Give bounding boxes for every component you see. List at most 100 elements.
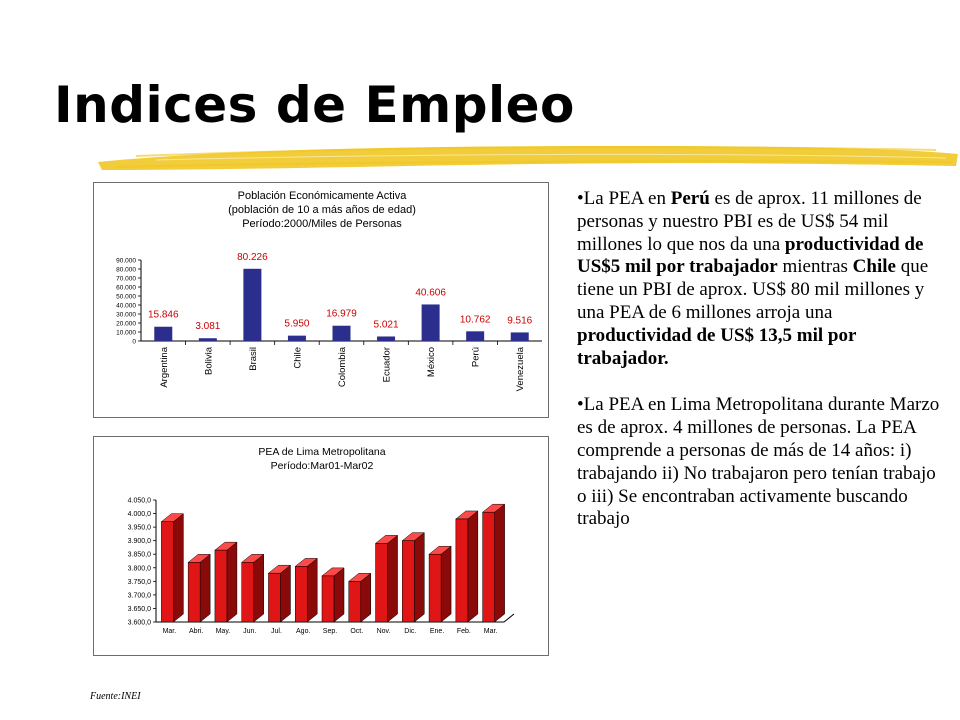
chart2-bar-side: [280, 564, 291, 623]
yellow-brush-stroke: [98, 146, 958, 170]
chart2-bar-side: [494, 503, 505, 623]
chart1-data-label: 16.979: [326, 309, 357, 320]
chart1-y-tick-label: 60.000: [116, 285, 136, 292]
chart2-bar-front: [161, 521, 174, 623]
chart2-bar: [321, 567, 345, 623]
chart2-bar-side: [253, 553, 264, 623]
chart1-category-label: Chile: [292, 347, 303, 369]
chart1-bar: [332, 325, 351, 341]
bullet-text: •La PEA en Perú es de aprox. 11 millones…: [577, 188, 947, 555]
bullet-pea-lima: •La PEA en Lima Metropolitana durante Ma…: [577, 394, 947, 531]
chart2-y-tick-label: 3.850,0: [128, 552, 151, 559]
chart1-bar: [377, 336, 396, 341]
chart2-category-label: Jun.: [243, 628, 256, 635]
chart2-category-label: Feb.: [457, 628, 471, 635]
chart2-bar-side: [173, 513, 184, 623]
chart2-bar-front: [214, 549, 228, 623]
pea-countries-chart: Población Económicamente Activa (poblaci…: [93, 182, 549, 418]
chart1-title: Población Económicamente Activa: [238, 190, 408, 202]
chart1-data-label: 80.226: [237, 252, 268, 263]
source-note: Fuente:INEI: [90, 691, 141, 702]
chart2-bar-side: [467, 510, 479, 623]
chart1-category-label: Ecuador: [382, 347, 393, 382]
chart1-y-tick-label: 20.000: [116, 321, 136, 328]
chart2-bar: [294, 557, 318, 623]
chart2-category-label: Jul.: [271, 628, 282, 635]
chart2-bar-front: [241, 562, 254, 623]
chart2-bar: [348, 572, 372, 623]
chart1-category-label: Venezuela: [515, 346, 526, 391]
chart2-bar-side: [387, 534, 398, 623]
bullet-0-run-4: mientras: [777, 256, 853, 278]
chart1-bar: [510, 332, 529, 341]
chart1-data-label: 9.516: [507, 315, 532, 326]
bullet-0-run-0: •La PEA en: [577, 188, 671, 209]
chart2-category-label: Oct.: [350, 628, 363, 635]
chart2-y-tick-label: 3.700,0: [128, 592, 151, 599]
chart2-bar-front: [294, 566, 308, 623]
chart2-bar: [428, 545, 452, 623]
chart1-data-label: 10.762: [460, 314, 491, 325]
chart2-bar: [160, 513, 185, 623]
chart2-y-tick-label: 3.750,0: [128, 579, 151, 586]
chart2-bar-side: [199, 553, 211, 623]
chart2-category-label: Sep.: [323, 628, 337, 635]
chart1-subtitle2: Período:2000/Miles de Personas: [242, 218, 402, 230]
bullet-pea-productividad: •La PEA en Perú es de aprox. 11 millones…: [577, 188, 947, 370]
chart1-y-tick-label: 0: [132, 339, 136, 346]
chart2-bar-front: [348, 581, 362, 623]
chart2-bar: [187, 553, 211, 623]
chart2-bar: [374, 534, 399, 623]
chart2-y-tick-label: 3.600,0: [128, 620, 151, 627]
chart2-bar-front: [375, 543, 388, 623]
chart1-bar: [287, 335, 306, 341]
chart2-bar-side: [360, 572, 372, 623]
chart1-data-label: 5.021: [374, 319, 399, 330]
chart2-bar-side: [226, 541, 238, 623]
chart1-y-tick-label: 40.000: [116, 303, 136, 310]
chart2-y-tick-label: 3.650,0: [128, 606, 151, 613]
chart1-data-label: 3.081: [195, 321, 220, 332]
chart1-y-tick-label: 10.000: [116, 330, 136, 337]
chart2-category-label: Ago.: [296, 628, 310, 635]
chart2-subtitle: Período:Mar01-Mar02: [271, 460, 374, 472]
chart2-bar: [240, 553, 265, 623]
chart2-bar-side: [414, 532, 425, 623]
chart2-y-tick-label: 3.950,0: [128, 525, 151, 532]
chart2-y-tick-label: 3.900,0: [128, 538, 151, 545]
pea-lima-chart: PEA de Lima Metropolitana Período:Mar01-…: [93, 436, 549, 656]
chart1-bar: [243, 268, 262, 341]
chart1-bar: [421, 304, 440, 341]
chart1-bar: [198, 338, 217, 341]
chart1-category-label: Perú: [471, 347, 482, 367]
chart2-y-tick-label: 4.050,0: [128, 498, 151, 505]
bullet-1-run-0: •La PEA en Lima Metropolitana durante Ma…: [577, 394, 940, 530]
chart2-bar: [267, 564, 292, 623]
chart2-bar-side: [306, 557, 318, 623]
chart2-bar-front: [268, 572, 281, 623]
chart2-category-label: Abri.: [189, 628, 203, 635]
chart1-y-tick-label: 70.000: [116, 276, 136, 283]
chart2-bar-front: [187, 562, 201, 623]
bullet-0-run-5: Chile: [852, 256, 896, 278]
bullet-0-run-1: Perú: [670, 188, 710, 209]
bullet-0-run-7: productividad de US$ 13,5 mil por trabaj…: [577, 324, 857, 369]
chart2-bar: [481, 503, 506, 623]
chart2-bar-front: [321, 575, 335, 623]
chart2-category-label: Dic.: [404, 628, 416, 635]
chart2-bar: [401, 532, 426, 623]
chart1-category-label: Colombia: [337, 346, 348, 387]
chart1-data-label: 40.606: [415, 287, 446, 298]
chart2-bar-front: [482, 511, 495, 623]
chart1-y-tick-label: 30.000: [116, 312, 136, 319]
chart1-category-label: Argentina: [159, 346, 170, 387]
chart2-category-label: Mar.: [163, 628, 177, 635]
chart2-y-tick-label: 4.000,0: [128, 511, 151, 518]
chart2-bar-front: [402, 540, 415, 623]
chart1-category-label: Bolivia: [203, 346, 214, 375]
chart2-bar-side: [440, 545, 452, 623]
chart1-subtitle: (población de 10 a más años de edad): [228, 204, 416, 216]
chart1-data-label: 5.950: [284, 319, 309, 330]
chart2-bar-front: [428, 553, 442, 623]
chart1-category-label: México: [426, 347, 437, 377]
